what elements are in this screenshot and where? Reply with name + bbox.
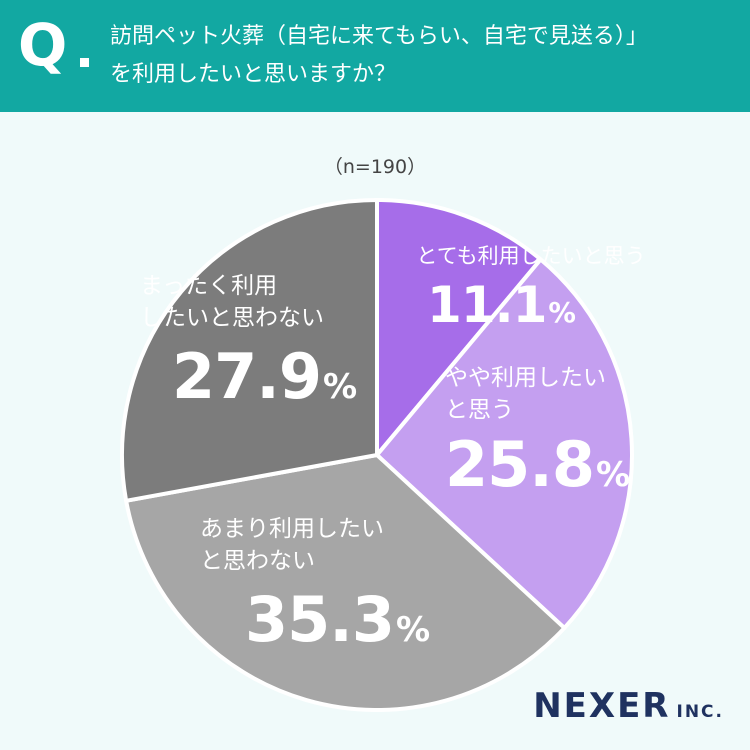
slice-percent-very: 11.1% bbox=[335, 280, 667, 330]
pie-slice-very bbox=[375, 198, 543, 457]
slice-percent-not-much: 35.3% bbox=[200, 589, 450, 651]
slice-category-very: とても利用したいと思う bbox=[416, 244, 646, 268]
logo-main-text: NEXER bbox=[533, 686, 671, 726]
slice-percent-value-somewhat: 25.8 bbox=[445, 428, 595, 501]
slice-percent-value-not-at-all: 27.9 bbox=[172, 340, 322, 413]
slice-label-somewhat: やや利用したい と思う 25.8% bbox=[445, 362, 645, 496]
slice-category-not-much-1: あまり利用したい bbox=[200, 516, 384, 542]
logo-sub-text: INC. bbox=[676, 702, 724, 722]
slice-percent-unit-somewhat: % bbox=[595, 455, 630, 495]
question-header: Q 訪問ペット火葬（自宅に来てもらい、自宅で見送る）」 を利用したいと思いますか… bbox=[0, 0, 750, 112]
pie-slice-not-at-all bbox=[120, 198, 379, 503]
slice-percent-value-very: 11.1 bbox=[427, 276, 547, 334]
company-logo: NEXER INC. bbox=[533, 686, 724, 726]
question-text-line1: 訪問ペット火葬（自宅に来てもらい、自宅で見送る）」 bbox=[110, 24, 648, 49]
slice-percent-somewhat: 25.8% bbox=[445, 434, 645, 496]
slice-label-not-much: あまり利用したい と思わない 35.3% bbox=[200, 513, 450, 651]
slice-label-very: とても利用したいと思う 11.1% bbox=[395, 240, 667, 330]
slice-percent-not-at-all: 27.9% bbox=[140, 346, 370, 408]
pie-slice-not-much bbox=[124, 453, 567, 712]
q-dot bbox=[80, 58, 89, 67]
slice-percent-value-not-much: 35.3 bbox=[245, 583, 395, 656]
question-text-line2: を利用したいと思いますか？ bbox=[110, 62, 397, 87]
slice-percent-unit-not-much: % bbox=[395, 610, 430, 650]
slice-percent-unit-not-at-all: % bbox=[322, 367, 357, 407]
slice-label-not-at-all: まったく利用 したいと思わない 27.9% bbox=[140, 270, 370, 408]
slice-category-somewhat-1: やや利用したい bbox=[445, 365, 606, 391]
slice-percent-unit-very: % bbox=[548, 297, 576, 329]
q-mark: Q bbox=[18, 11, 68, 79]
pie-slice-somewhat bbox=[375, 257, 634, 630]
slice-category-not-at-all-2: したいと思わない bbox=[140, 305, 324, 331]
slice-category-not-much-2: と思わない bbox=[200, 548, 315, 574]
slice-category-somewhat-2: と思う bbox=[445, 397, 514, 423]
sample-size: （n=190） bbox=[323, 156, 427, 178]
slice-category-not-at-all-1: まったく利用 bbox=[140, 273, 278, 299]
